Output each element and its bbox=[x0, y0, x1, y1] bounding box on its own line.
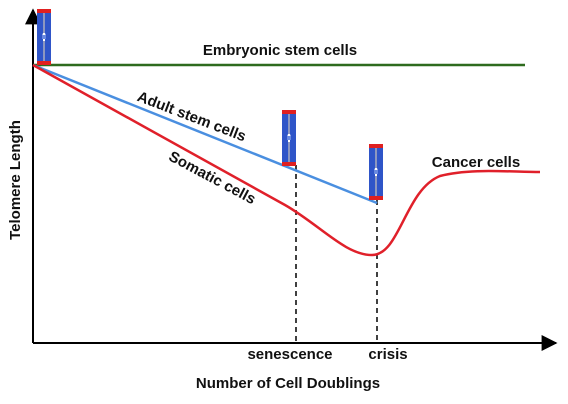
y-axis-label: Telomere Length bbox=[7, 120, 24, 240]
chromosome bbox=[281, 109, 297, 167]
x-axis-label: Number of Cell Doublings bbox=[196, 375, 380, 392]
chromosome bbox=[368, 143, 384, 201]
chromosome bbox=[36, 8, 52, 66]
curve-label: Cancer cells bbox=[432, 154, 520, 171]
curve-label: Embryonic stem cells bbox=[203, 42, 357, 59]
somatic-cancer-line bbox=[32, 63, 541, 257]
marker-label: senescence bbox=[247, 346, 332, 363]
adult-line bbox=[32, 63, 378, 205]
curve-label: Adult stem cells bbox=[135, 88, 248, 145]
marker-label: crisis bbox=[368, 346, 407, 363]
curve-label: Somatic cells bbox=[166, 148, 259, 208]
